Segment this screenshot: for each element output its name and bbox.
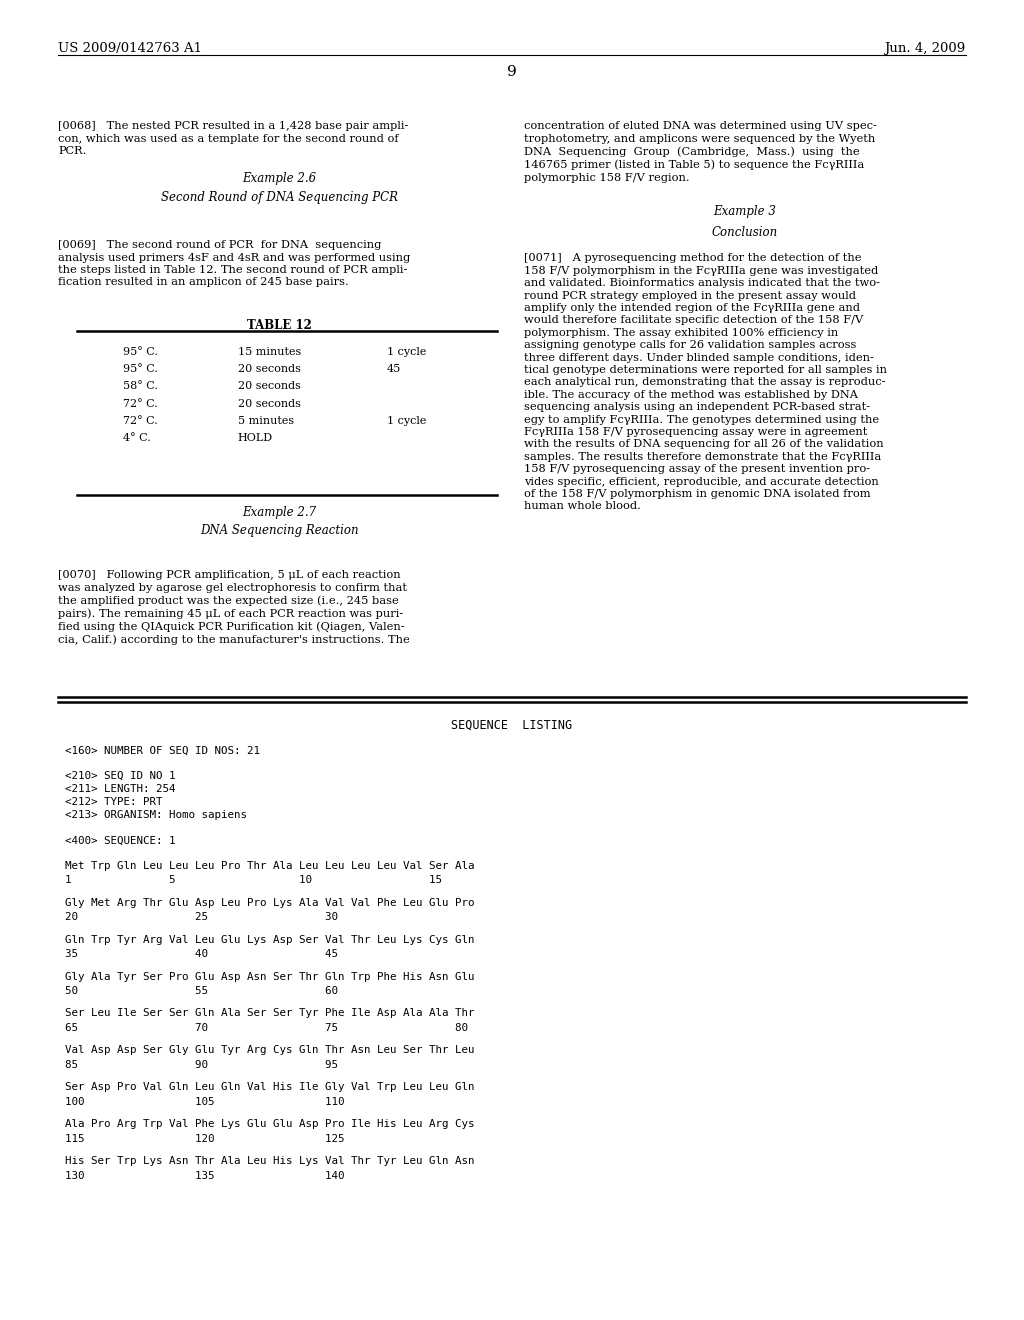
Text: 20 seconds: 20 seconds	[238, 381, 300, 392]
Text: 100                 105                 110: 100 105 110	[65, 1097, 344, 1107]
Text: <160> NUMBER OF SEQ ID NOS: 21: <160> NUMBER OF SEQ ID NOS: 21	[65, 746, 259, 756]
Text: 4° C.: 4° C.	[123, 433, 151, 444]
Text: SEQUENCE  LISTING: SEQUENCE LISTING	[452, 718, 572, 731]
Text: Ala Pro Arg Trp Val Phe Lys Glu Glu Asp Pro Ile His Leu Arg Cys: Ala Pro Arg Trp Val Phe Lys Glu Glu Asp …	[65, 1119, 474, 1130]
Text: HOLD: HOLD	[238, 433, 272, 444]
Text: Example 3: Example 3	[714, 205, 776, 218]
Text: 72° C.: 72° C.	[123, 416, 158, 426]
Text: concentration of eluted DNA was determined using UV spec-
trophotometry, and amp: concentration of eluted DNA was determin…	[524, 121, 878, 182]
Text: Met Trp Gln Leu Leu Leu Pro Thr Ala Leu Leu Leu Leu Val Ser Ala: Met Trp Gln Leu Leu Leu Pro Thr Ala Leu …	[65, 861, 474, 871]
Text: <210> SEQ ID NO 1: <210> SEQ ID NO 1	[65, 771, 175, 781]
Text: [0070]   Following PCR amplification, 5 μL of each reaction
was analyzed by agar: [0070] Following PCR amplification, 5 μL…	[58, 570, 411, 645]
Text: 72° C.: 72° C.	[123, 399, 158, 409]
Text: DNA Sequencing Reaction: DNA Sequencing Reaction	[200, 524, 358, 537]
Text: 130                 135                 140: 130 135 140	[65, 1171, 344, 1181]
Text: 95° C.: 95° C.	[123, 347, 158, 358]
Text: 15 minutes: 15 minutes	[238, 347, 301, 358]
Text: Example 2.7: Example 2.7	[242, 506, 316, 519]
Text: Gly Met Arg Thr Glu Asp Leu Pro Lys Ala Val Val Phe Leu Glu Pro: Gly Met Arg Thr Glu Asp Leu Pro Lys Ala …	[65, 898, 474, 908]
Text: 20 seconds: 20 seconds	[238, 364, 300, 375]
Text: [0069]   The second round of PCR  for DNA  sequencing
analysis used primers 4sF : [0069] The second round of PCR for DNA s…	[58, 240, 411, 288]
Text: Gly Ala Tyr Ser Pro Glu Asp Asn Ser Thr Gln Trp Phe His Asn Glu: Gly Ala Tyr Ser Pro Glu Asp Asn Ser Thr …	[65, 972, 474, 982]
Text: [0071]   A pyrosequencing method for the detection of the
158 F/V polymorphism i: [0071] A pyrosequencing method for the d…	[524, 253, 887, 511]
Text: His Ser Trp Lys Asn Thr Ala Leu His Lys Val Thr Tyr Leu Gln Asn: His Ser Trp Lys Asn Thr Ala Leu His Lys …	[65, 1156, 474, 1167]
Text: Jun. 4, 2009: Jun. 4, 2009	[885, 41, 966, 54]
Text: US 2009/0142763 A1: US 2009/0142763 A1	[58, 41, 203, 54]
Text: Val Asp Asp Ser Gly Glu Tyr Arg Cys Gln Thr Asn Leu Ser Thr Leu: Val Asp Asp Ser Gly Glu Tyr Arg Cys Gln …	[65, 1045, 474, 1056]
Text: 65                  70                  75                  80: 65 70 75 80	[65, 1023, 468, 1034]
Text: 20 seconds: 20 seconds	[238, 399, 300, 409]
Text: Ser Asp Pro Val Gln Leu Gln Val His Ile Gly Val Trp Leu Leu Gln: Ser Asp Pro Val Gln Leu Gln Val His Ile …	[65, 1082, 474, 1093]
Text: 1               5                   10                  15: 1 5 10 15	[65, 875, 441, 886]
Text: 20                  25                  30: 20 25 30	[65, 912, 338, 923]
Text: <211> LENGTH: 254: <211> LENGTH: 254	[65, 784, 175, 795]
Text: 35                  40                  45: 35 40 45	[65, 949, 338, 960]
Text: 85                  90                  95: 85 90 95	[65, 1060, 338, 1071]
Text: Second Round of DNA Sequencing PCR: Second Round of DNA Sequencing PCR	[161, 191, 397, 205]
Text: Example 2.6: Example 2.6	[242, 172, 316, 185]
Text: 50                  55                  60: 50 55 60	[65, 986, 338, 997]
Text: 1 cycle: 1 cycle	[387, 347, 426, 358]
Text: 9: 9	[507, 65, 517, 79]
Text: <400> SEQUENCE: 1: <400> SEQUENCE: 1	[65, 836, 175, 846]
Text: <213> ORGANISM: Homo sapiens: <213> ORGANISM: Homo sapiens	[65, 810, 247, 821]
Text: 58° C.: 58° C.	[123, 381, 158, 392]
Text: Ser Leu Ile Ser Ser Gln Ala Ser Ser Tyr Phe Ile Asp Ala Ala Thr: Ser Leu Ile Ser Ser Gln Ala Ser Ser Tyr …	[65, 1008, 474, 1019]
Text: Gln Trp Tyr Arg Val Leu Glu Lys Asp Ser Val Thr Leu Lys Cys Gln: Gln Trp Tyr Arg Val Leu Glu Lys Asp Ser …	[65, 935, 474, 945]
Text: TABLE 12: TABLE 12	[247, 319, 311, 331]
Text: [0068]   The nested PCR resulted in a 1,428 base pair ampli-
con, which was used: [0068] The nested PCR resulted in a 1,42…	[58, 121, 409, 156]
Text: 95° C.: 95° C.	[123, 364, 158, 375]
Text: 1 cycle: 1 cycle	[387, 416, 426, 426]
Text: 115                 120                 125: 115 120 125	[65, 1134, 344, 1144]
Text: <212> TYPE: PRT: <212> TYPE: PRT	[65, 797, 162, 808]
Text: 5 minutes: 5 minutes	[238, 416, 294, 426]
Text: 45: 45	[387, 364, 401, 375]
Text: Conclusion: Conclusion	[712, 226, 778, 239]
